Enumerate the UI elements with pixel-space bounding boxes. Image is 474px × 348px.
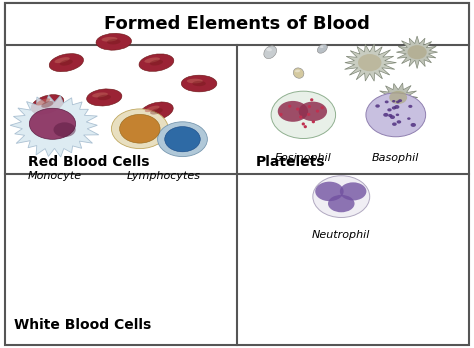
Ellipse shape xyxy=(408,45,427,59)
Text: Basophil: Basophil xyxy=(372,153,419,163)
Ellipse shape xyxy=(385,101,389,103)
Ellipse shape xyxy=(187,79,203,84)
Ellipse shape xyxy=(410,123,416,127)
Ellipse shape xyxy=(98,95,111,100)
Ellipse shape xyxy=(31,95,64,114)
Ellipse shape xyxy=(387,108,392,111)
Ellipse shape xyxy=(407,117,410,120)
Ellipse shape xyxy=(398,99,402,102)
Ellipse shape xyxy=(397,120,401,124)
Ellipse shape xyxy=(288,105,292,108)
Ellipse shape xyxy=(295,70,300,72)
Ellipse shape xyxy=(375,104,380,108)
Ellipse shape xyxy=(315,182,344,201)
Ellipse shape xyxy=(55,57,70,63)
Ellipse shape xyxy=(296,108,299,111)
Text: Formed Elements of Blood: Formed Elements of Blood xyxy=(104,15,370,33)
Ellipse shape xyxy=(60,60,73,66)
Ellipse shape xyxy=(312,120,315,123)
Ellipse shape xyxy=(101,37,118,42)
Ellipse shape xyxy=(304,125,307,128)
Ellipse shape xyxy=(328,195,355,212)
Text: Lymphocytes: Lymphocytes xyxy=(127,171,201,181)
Ellipse shape xyxy=(408,105,412,108)
Ellipse shape xyxy=(107,39,120,45)
Ellipse shape xyxy=(307,113,310,116)
Ellipse shape xyxy=(192,81,206,86)
Polygon shape xyxy=(396,36,438,69)
Bar xyxy=(5,3,469,45)
Ellipse shape xyxy=(396,113,399,116)
Ellipse shape xyxy=(392,100,395,102)
Ellipse shape xyxy=(139,54,174,71)
Ellipse shape xyxy=(396,101,400,103)
Text: White Blood Cells: White Blood Cells xyxy=(14,318,152,332)
Ellipse shape xyxy=(316,110,319,113)
Polygon shape xyxy=(378,83,418,112)
Ellipse shape xyxy=(266,48,272,51)
Ellipse shape xyxy=(389,91,407,104)
Text: Platelets: Platelets xyxy=(256,155,326,169)
Ellipse shape xyxy=(392,122,397,126)
Ellipse shape xyxy=(319,46,323,48)
Ellipse shape xyxy=(383,113,389,117)
Ellipse shape xyxy=(29,108,76,139)
Ellipse shape xyxy=(320,106,324,109)
Ellipse shape xyxy=(181,75,217,92)
Ellipse shape xyxy=(394,105,400,109)
Ellipse shape xyxy=(313,176,370,218)
Ellipse shape xyxy=(54,122,76,137)
Ellipse shape xyxy=(340,182,366,200)
Ellipse shape xyxy=(301,122,305,126)
Ellipse shape xyxy=(271,91,336,139)
Ellipse shape xyxy=(310,98,313,101)
Ellipse shape xyxy=(264,46,276,58)
Polygon shape xyxy=(345,44,396,81)
Text: Eosinophil: Eosinophil xyxy=(275,153,332,163)
Ellipse shape xyxy=(49,54,83,72)
Ellipse shape xyxy=(299,116,302,119)
Ellipse shape xyxy=(293,68,304,78)
Polygon shape xyxy=(10,95,99,157)
Ellipse shape xyxy=(294,99,303,110)
Ellipse shape xyxy=(150,60,163,65)
Ellipse shape xyxy=(318,44,327,53)
Ellipse shape xyxy=(41,101,54,108)
Text: Monocyte: Monocyte xyxy=(27,171,82,181)
Ellipse shape xyxy=(145,57,160,63)
Ellipse shape xyxy=(111,109,168,149)
Ellipse shape xyxy=(279,113,283,116)
Ellipse shape xyxy=(140,102,173,121)
Ellipse shape xyxy=(157,122,207,157)
Text: Neutrophil: Neutrophil xyxy=(312,230,371,240)
Ellipse shape xyxy=(145,105,160,112)
Ellipse shape xyxy=(165,127,200,152)
Ellipse shape xyxy=(87,89,122,106)
Ellipse shape xyxy=(390,115,395,119)
Ellipse shape xyxy=(358,54,382,71)
Ellipse shape xyxy=(388,114,392,117)
Ellipse shape xyxy=(150,108,163,114)
Ellipse shape xyxy=(295,101,300,104)
Ellipse shape xyxy=(366,93,426,137)
Ellipse shape xyxy=(36,98,50,105)
Text: Red Blood Cells: Red Blood Cells xyxy=(28,155,150,169)
Ellipse shape xyxy=(92,93,108,97)
Ellipse shape xyxy=(392,106,396,110)
Ellipse shape xyxy=(96,33,131,50)
Ellipse shape xyxy=(308,105,311,108)
Ellipse shape xyxy=(299,102,327,121)
Ellipse shape xyxy=(119,114,160,143)
Ellipse shape xyxy=(278,101,308,122)
